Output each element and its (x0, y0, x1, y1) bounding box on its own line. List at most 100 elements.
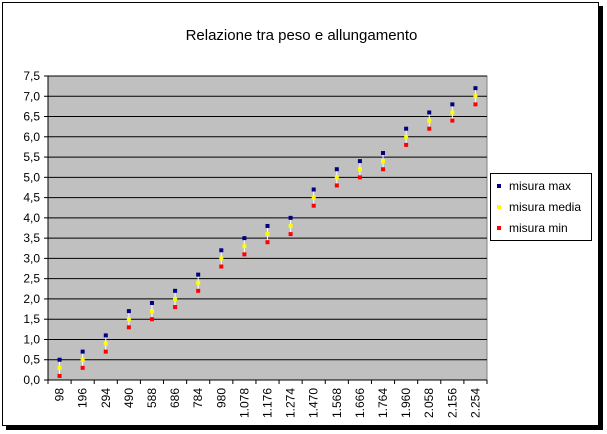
x-tick-label: 98 (53, 388, 67, 402)
point-media (473, 94, 478, 99)
point-media (404, 134, 409, 139)
x-tick-label: 1.274 (284, 388, 298, 418)
point-max (103, 333, 108, 338)
y-tick-label: 1,0 (23, 332, 40, 346)
point-media (242, 244, 247, 249)
y-tick-label: 6,0 (23, 130, 40, 144)
chart-shadow-bottom (6, 426, 603, 430)
y-tick-label: 2,0 (23, 292, 40, 306)
point-media (126, 317, 131, 322)
y-tick-label: 7,5 (23, 69, 40, 83)
x-tick-label: 1.568 (330, 388, 344, 418)
point-max (265, 223, 270, 228)
point-min (450, 118, 455, 123)
legend-label: misura media (509, 200, 582, 214)
point-max (427, 110, 432, 115)
point-max (288, 215, 293, 220)
y-tick-label: 2,5 (23, 272, 40, 286)
x-tick-label: 1.960 (399, 388, 413, 418)
point-max (404, 126, 409, 131)
x-tick-label: 980 (214, 388, 228, 408)
x-tick-labels: 98 196 294 490 588 686 784 980 1.078 1.176 1.274 1.… (53, 388, 483, 418)
legend-entry-min: misura min (495, 220, 568, 236)
point-media (196, 280, 201, 285)
chart-area: Relazione tra peso e allungamento 0,0 0,5… (2, 2, 599, 426)
point-min (173, 305, 178, 310)
y-tick-label: 4,0 (23, 211, 40, 225)
point-max (357, 159, 362, 164)
x-tick-label: 1.078 (237, 388, 251, 418)
point-media (219, 256, 224, 261)
y-tick-label: 7,0 (23, 89, 40, 103)
point-min (404, 142, 409, 147)
x-tick-label: 588 (145, 388, 159, 408)
x-tick-label: 2.156 (445, 388, 459, 418)
point-media (427, 118, 432, 123)
point-media (450, 110, 455, 115)
y-tick-label: 4,5 (23, 191, 40, 205)
point-media (57, 365, 62, 370)
point-max (196, 272, 201, 277)
legend-label: misura max (509, 179, 572, 193)
point-max (57, 357, 62, 362)
point-max (334, 167, 339, 172)
point-min (196, 288, 201, 293)
legend-entry-max: misura max (495, 178, 571, 194)
point-max (80, 349, 85, 354)
legend-marker (497, 205, 501, 209)
x-tick-label: 490 (122, 388, 136, 408)
point-min (265, 240, 270, 245)
y-tick-label: 0,5 (23, 353, 40, 367)
y-tick-label: 1,5 (23, 312, 40, 326)
y-tick-label: 5,0 (23, 170, 40, 184)
point-media (381, 159, 386, 164)
point-min (103, 349, 108, 354)
point-min (57, 373, 62, 378)
point-min (149, 317, 154, 322)
gridlines (44, 75, 487, 381)
y-tick-label: 0,0 (23, 373, 40, 387)
data-points (57, 86, 478, 378)
x-tick-label: 1.176 (261, 388, 275, 418)
point-min (334, 183, 339, 188)
point-media (288, 223, 293, 228)
point-media (80, 357, 85, 362)
x-tick-label: 1.470 (307, 388, 321, 418)
x-tick-label: 1.764 (376, 388, 390, 418)
axes (47, 76, 488, 384)
y-tick-label: 3,5 (23, 231, 40, 245)
chart-title: Relazione tra peso e allungamento (185, 27, 418, 44)
point-media (311, 195, 316, 200)
point-min (311, 203, 316, 208)
point-max (242, 236, 247, 241)
point-min (357, 175, 362, 180)
point-max (126, 309, 131, 314)
point-min (242, 252, 247, 257)
point-max (450, 102, 455, 107)
point-min (381, 167, 386, 172)
point-max (219, 248, 224, 253)
x-tick-label: 196 (76, 388, 90, 408)
point-media (265, 232, 270, 237)
legend-marker (497, 184, 501, 188)
point-media (173, 296, 178, 301)
x-tick-label: 686 (168, 388, 182, 408)
point-media (149, 309, 154, 314)
point-min (427, 126, 432, 131)
x-tick-label: 1.666 (353, 388, 367, 418)
point-media (334, 175, 339, 180)
point-media (103, 341, 108, 346)
x-tick-label: 294 (99, 388, 113, 408)
point-min (80, 365, 85, 370)
legend-label: misura min (509, 221, 568, 235)
point-min (126, 325, 131, 330)
y-tick-label: 3,0 (23, 251, 40, 265)
y-tick-label: 6,5 (23, 110, 40, 124)
point-min (219, 264, 224, 269)
y-tick-label: 5,5 (23, 150, 40, 164)
point-min (473, 102, 478, 107)
x-tick-label: 784 (191, 388, 205, 408)
point-max (173, 288, 178, 293)
x-tick-label: 2.254 (468, 388, 482, 418)
chart-shadow-right (599, 6, 603, 429)
